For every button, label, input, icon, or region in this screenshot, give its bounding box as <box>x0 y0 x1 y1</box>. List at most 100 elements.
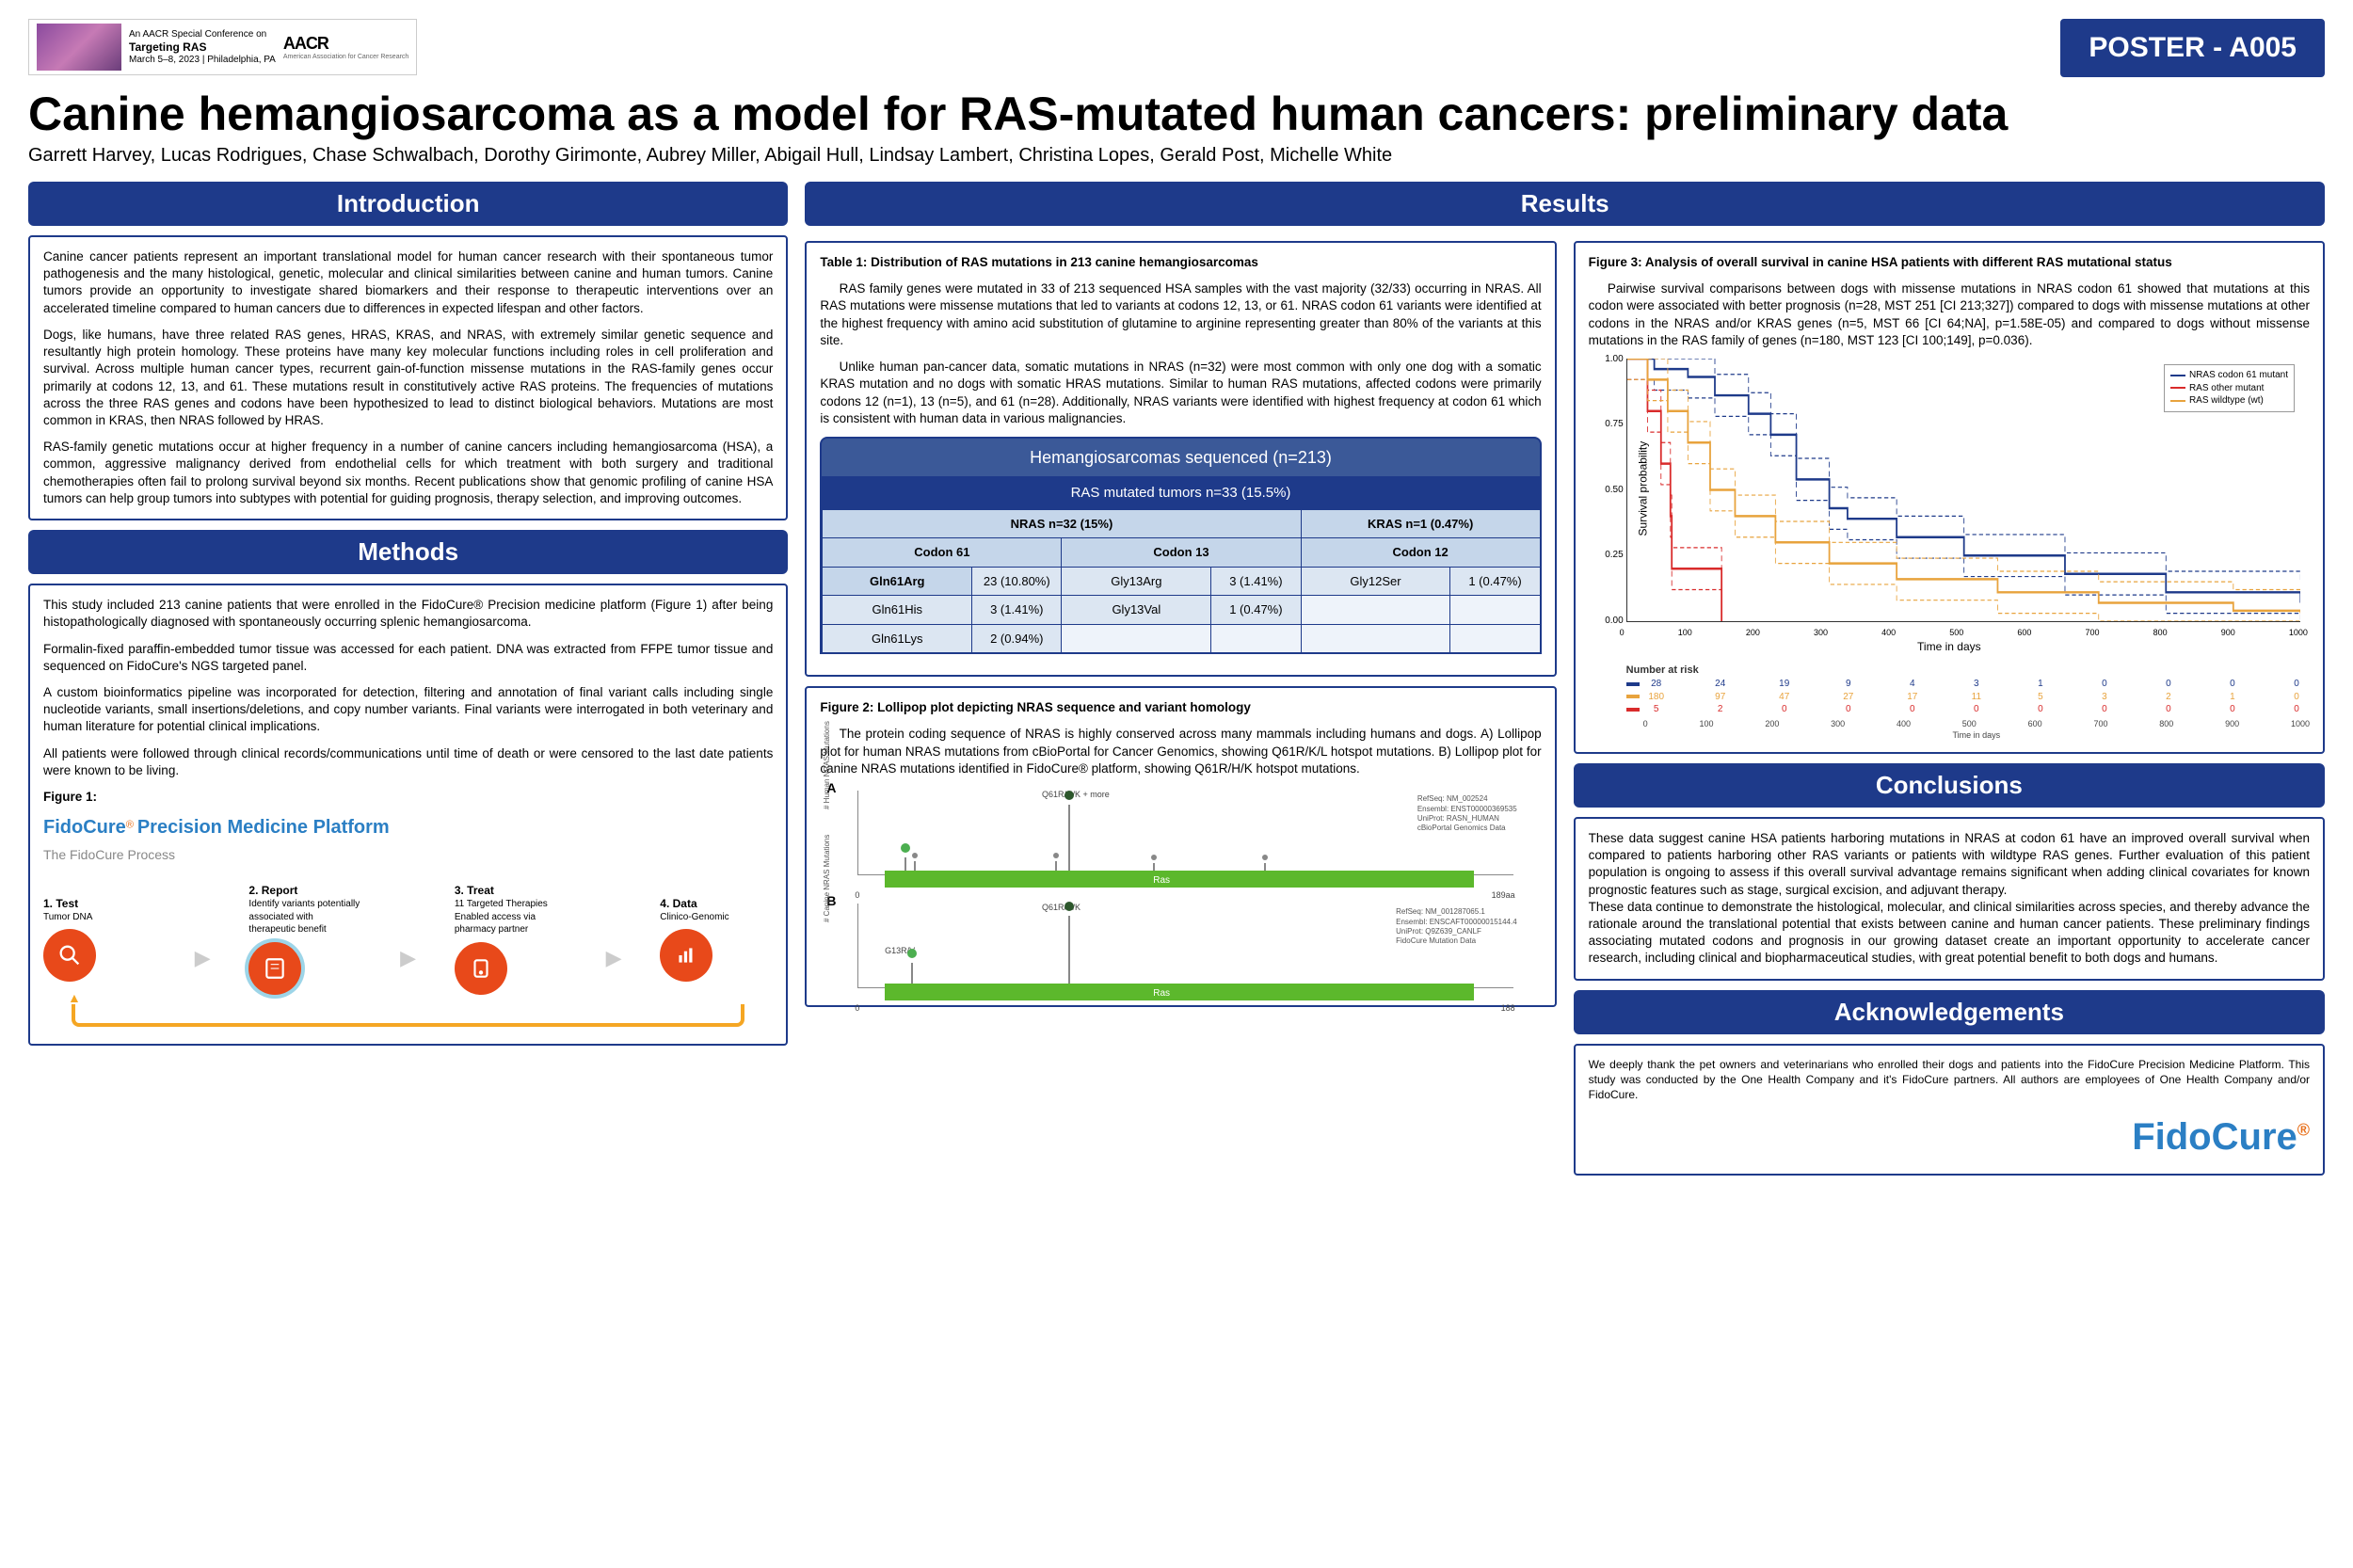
conference-text: An AACR Special Conference on Targeting … <box>129 29 276 66</box>
lpA-x0: 0 <box>855 889 859 901</box>
t1-cell: Gln61Lys <box>822 624 971 653</box>
fig3-box: Figure 3: Analysis of overall survival i… <box>1574 241 2325 754</box>
lpA-bar-label: Ras <box>1153 874 1170 888</box>
wf3-icon <box>455 942 507 995</box>
t1-c12: Codon 12 <box>1301 537 1540 567</box>
methods-p4: All patients were followed through clini… <box>43 745 773 779</box>
t1-cell: Gly12Ser <box>1301 567 1450 596</box>
t1-cell: 2 (0.94%) <box>971 624 1061 653</box>
wf-feedback-arrow <box>72 1004 744 1027</box>
conf-line1: An AACR Special Conference on <box>129 29 276 40</box>
table1-box: Table 1: Distribution of RAS mutations i… <box>805 241 1556 677</box>
conf-line2: Targeting RAS <box>129 40 206 54</box>
t1-cap-bold: Table 1: Distribution of RAS mutations i… <box>820 255 1258 269</box>
author-list: Garrett Harvey, Lucas Rodrigues, Chase S… <box>28 145 2325 167</box>
wf1-title: 1. Test <box>43 896 156 911</box>
t1-cell <box>1449 624 1539 653</box>
risk-axis-label: Time in days <box>1643 729 2310 741</box>
lpA-xend: 189aa <box>1492 889 1515 901</box>
lollipop-A: A # Human NRAS Mutations Q61R/H/K + more… <box>820 791 1541 875</box>
wf3-desc: 11 Targeted Therapies Enabled access via… <box>455 899 548 935</box>
fig2-box: Figure 2: Lollipop plot depicting NRAS s… <box>805 686 1556 1007</box>
km-svg <box>1627 359 2300 621</box>
heading-intro: Introduction <box>28 182 788 226</box>
figure-1: FidoCure® Precision Medicine Platform Th… <box>43 815 773 1032</box>
risk-table: Number at risk 2824199431000018097472717… <box>1626 664 2310 741</box>
ack-text: We deeply thank the pet owners and veter… <box>1589 1057 2310 1103</box>
col-left: Introduction Canine cancer patients repr… <box>28 182 788 1176</box>
lpB-hotspot: Q61R/H/K <box>1042 902 1080 913</box>
t1-cell <box>1301 595 1450 624</box>
lpA-ref: RefSeq: NM_002524 Ensembl: ENST000003695… <box>1417 794 1517 834</box>
lpB-bar-label: Ras <box>1153 987 1170 1000</box>
wf3-title: 3. Treat <box>455 883 568 898</box>
t1-cell <box>1449 595 1539 624</box>
fido-name: FidoCure <box>43 817 126 838</box>
t1-cell: 1 (0.47%) <box>1449 567 1539 596</box>
fido-process-label: The FidoCure Process <box>43 846 773 864</box>
wf4-icon <box>660 929 712 982</box>
lp-panel-a: A # Human NRAS Mutations Q61R/H/K + more… <box>857 791 1513 875</box>
t1-cell: Gln61His <box>822 595 971 624</box>
heading-results: Results <box>805 182 2325 226</box>
lollipop-B: B # Canine NRAS Mutations Q61R/H/K G13R/… <box>820 904 1541 988</box>
t1-c13: Codon 13 <box>1061 537 1300 567</box>
lpA-ylab: # Human NRAS Mutations <box>823 721 833 809</box>
intro-p1: Canine cancer patients represent an impo… <box>43 248 773 317</box>
intro-p2: Dogs, like humans, have three related RA… <box>43 327 773 429</box>
lpA-bar <box>885 871 1474 888</box>
header-row: An AACR Special Conference on Targeting … <box>28 19 2325 77</box>
lpB-bar <box>885 984 1474 1000</box>
t1-cell: Gly13Arg <box>1061 567 1210 596</box>
columns: Introduction Canine cancer patients repr… <box>28 182 2325 1176</box>
km-xlab: Time in days <box>1589 639 2310 654</box>
heading-methods: Methods <box>28 530 788 574</box>
km-plot: Survival probability 0.000.250.500.751.0… <box>1626 359 2300 622</box>
conference-thumb <box>37 24 121 71</box>
aacr-sub: American Association for Cancer Research <box>283 54 408 60</box>
t1-cell: Gly13Val <box>1061 595 1210 624</box>
km-xticks: 01002003004005006007008009001000 <box>1620 627 2308 638</box>
wf-step-4: 4. Data Clinico-Genomic <box>660 896 773 983</box>
t1-nras: NRAS n=32 (15%) <box>822 509 1300 538</box>
fido-tag: Precision Medicine Platform <box>137 817 390 838</box>
f2-cap-bold: Figure 2: Lollipop plot depicting NRAS s… <box>820 700 1251 714</box>
risk-title: Number at risk <box>1626 664 2310 678</box>
fido-title-row: FidoCure® Precision Medicine Platform <box>43 815 773 840</box>
wf2-desc: Identify variants potentially associated… <box>248 899 360 935</box>
conclusions-box: These data suggest canine HSA patients h… <box>1574 817 2325 981</box>
km-yticks: 0.000.250.500.751.00 <box>1599 353 1624 627</box>
wf-step-1: 1. Test Tumor DNA <box>43 896 156 983</box>
methods-p2: Formalin-fixed paraffin-embedded tumor t… <box>43 641 773 675</box>
methods-box: This study included 213 canine patients … <box>28 584 788 1046</box>
t1-cap-body2: Unlike human pan-cancer data, somatic mu… <box>820 359 1541 427</box>
wf1-desc: Tumor DNA <box>43 912 92 922</box>
table-1: Hemangiosarcomas sequenced (n=213) RAS m… <box>820 437 1541 654</box>
results-two-col: Table 1: Distribution of RAS mutations i… <box>805 241 2325 1176</box>
col-middle: Table 1: Distribution of RAS mutations i… <box>805 241 1556 1176</box>
wf-arrow-3: ▶ <box>606 944 622 972</box>
t1-cell <box>1061 624 1210 653</box>
t1-cell: 3 (1.41%) <box>1210 567 1300 596</box>
intro-box: Canine cancer patients represent an impo… <box>28 235 788 520</box>
fig1-label: Figure 1: <box>43 789 773 806</box>
col-right: Figure 3: Analysis of overall survival i… <box>1574 241 2325 1176</box>
methods-p3: A custom bioinformatics pipeline was inc… <box>43 684 773 736</box>
fido-logo: FidoCure® <box>1589 1112 2310 1162</box>
aacr-logo: AACR <box>283 34 408 54</box>
wf2-icon <box>248 942 301 995</box>
t1-kras: KRAS n=1 (0.47%) <box>1301 509 1540 538</box>
t1-cell: 1 (0.47%) <box>1210 595 1300 624</box>
heading-ack: Acknowledgements <box>1574 990 2325 1034</box>
f3-cap-bold: Figure 3: Analysis of overall survival i… <box>1589 255 2172 269</box>
results-wrapper: Results Table 1: Distribution of RAS mut… <box>805 182 2325 1176</box>
t1-c61: Codon 61 <box>822 537 1061 567</box>
lpB-x0: 0 <box>855 1002 859 1014</box>
t1-grid: NRAS n=32 (15%) KRAS n=1 (0.47%) Codon 6… <box>820 509 1541 655</box>
t1-sub: RAS mutated tumors n=33 (15.5%) <box>820 478 1541 508</box>
lpB-xend: 188 <box>1501 1002 1515 1014</box>
intro-p3: RAS-family genetic mutations occur at hi… <box>43 439 773 507</box>
t1-cell: 23 (10.80%) <box>971 567 1061 596</box>
t1-cell: 3 (1.41%) <box>971 595 1061 624</box>
lpA-hotspot: Q61R/H/K + more <box>1042 789 1110 800</box>
